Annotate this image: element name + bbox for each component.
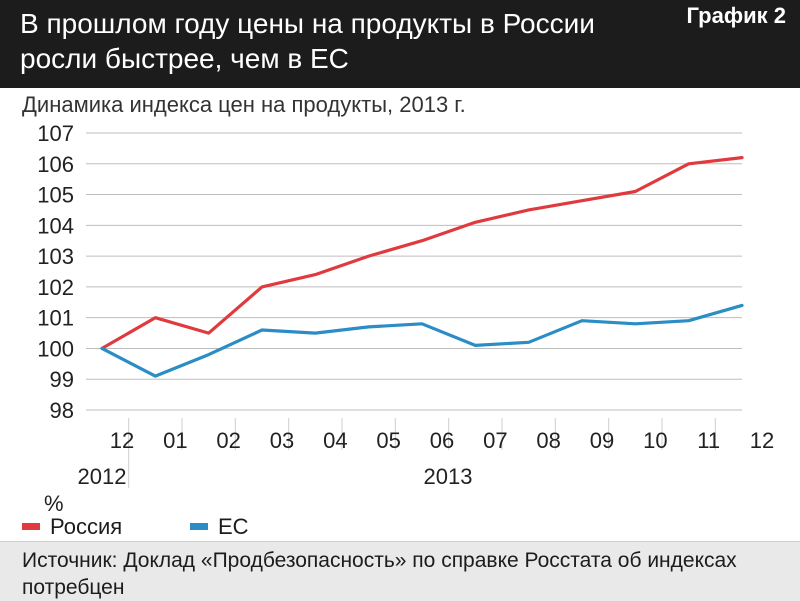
x-tick-label: 06 <box>430 428 454 453</box>
x-tick-label: 02 <box>216 428 240 453</box>
source-text: Источник: Доклад «Продбезопасность» по с… <box>22 547 782 601</box>
y-tick-label: 104 <box>37 213 74 238</box>
legend-label-russia: Россия <box>50 514 122 540</box>
x-tick-label: 11 <box>697 428 720 453</box>
y-tick-label: 98 <box>50 398 74 423</box>
y-tick-label: 99 <box>50 367 74 392</box>
legend-swatch-russia <box>22 523 40 530</box>
x-tick-label: 07 <box>483 428 507 453</box>
y-tick-label: 103 <box>37 244 74 269</box>
series-line-russia <box>102 158 742 349</box>
y-tick-label: 107 <box>37 121 74 146</box>
x-tick-label: 01 <box>163 428 187 453</box>
y-tick-label: 105 <box>37 183 74 208</box>
chart-subtitle: Динамика индекса цен на продукты, 2013 г… <box>22 90 466 120</box>
x-tick-label: 12 <box>750 428 774 453</box>
year-label: 2013 <box>424 464 473 489</box>
series-lines <box>102 158 742 377</box>
x-tick-label: 09 <box>590 428 614 453</box>
series-line-eu <box>102 305 742 376</box>
x-tick-label: 03 <box>270 428 294 453</box>
legend-label-eu: ЕС <box>218 514 249 540</box>
x-tick-label: 12 <box>110 428 134 453</box>
legend-swatch-eu <box>190 523 208 530</box>
line-chart: 98 99 100 101 102 103 104 105 106 107 12 01 02 03 04 0… <box>0 120 800 515</box>
grid-lines <box>86 133 742 410</box>
year-label: 2012 <box>78 464 127 489</box>
chart-title: В прошлом году цены на продукты в России… <box>20 6 640 76</box>
y-tick-label: 106 <box>37 152 74 177</box>
x-axis: 12 01 02 03 04 05 06 07 08 09 10 11 12 2012 2013% <box>44 418 774 515</box>
x-tick-label: 04 <box>323 428 347 453</box>
y-axis: 98 99 100 101 102 103 104 105 106 107 <box>37 121 74 423</box>
x-tick-label: 10 <box>643 428 667 453</box>
x-tick-label: 05 <box>376 428 400 453</box>
chart-number-tag: График 2 <box>687 4 786 28</box>
y-tick-label: 102 <box>37 275 74 300</box>
y-tick-label: 100 <box>37 336 74 361</box>
chart-header: В прошлом году цены на продукты в России… <box>0 0 800 88</box>
y-tick-label: 101 <box>37 306 74 331</box>
source-note: Источник: Доклад «Продбезопасность» по с… <box>0 541 800 601</box>
x-tick-label: 08 <box>536 428 560 453</box>
unit-label: % <box>44 491 64 515</box>
